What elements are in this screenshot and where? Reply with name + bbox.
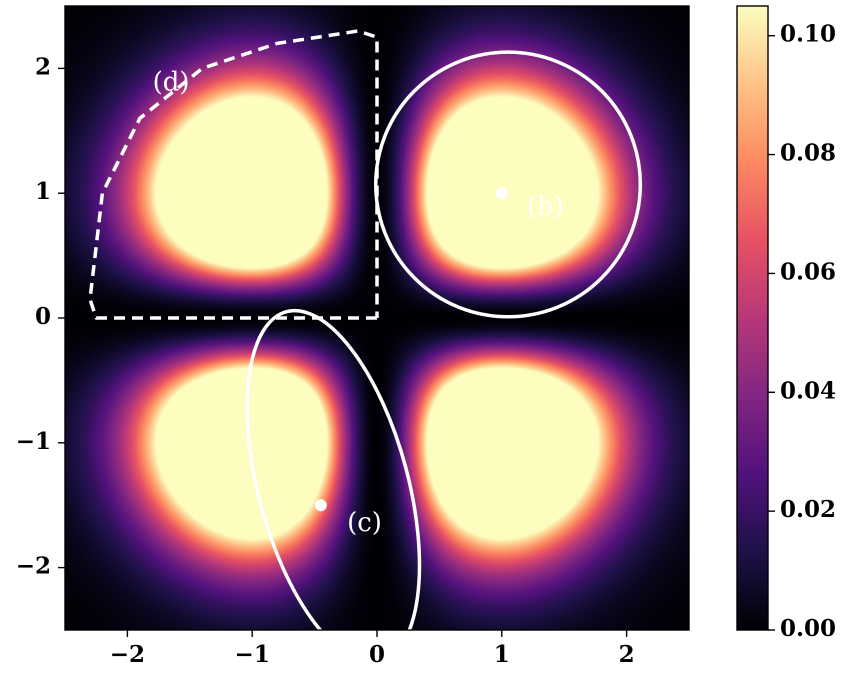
y-tick-label: 1 [35, 178, 51, 205]
y-tick-label: −2 [16, 553, 51, 580]
heatmap-plot: (b) (c) (d) [64, 5, 690, 665]
annotation-label: (c) [347, 508, 382, 538]
region-b-circle [374, 50, 643, 319]
colorbar-tick-label: 0.08 [780, 140, 836, 167]
overlay-regions: (b) (c) (d) [88, 29, 643, 665]
point-marker-1 [495, 187, 508, 200]
annotation-label: (b) [527, 192, 564, 222]
y-tick-label: 0 [35, 303, 51, 330]
colorbar-axis: 0.00 0.02 0.04 0.06 0.08 0.10 [768, 21, 836, 642]
x-tick-label: 0 [369, 641, 385, 668]
y-tick-label: −1 [16, 428, 51, 455]
y-tick-label: 2 [35, 53, 51, 80]
region-c-ellipse [245, 308, 422, 665]
colorbar-tick-label: 0.02 [780, 496, 836, 523]
y-axis: −2 −1 0 1 2 [16, 53, 65, 580]
colorbar: 0.00 0.02 0.04 0.06 0.08 0.10 [736, 5, 836, 642]
x-tick-label: 2 [619, 641, 635, 668]
colorbar-tick-label: 0.10 [780, 21, 836, 48]
region-d-boundary [88, 29, 379, 320]
annotation-label: (d) [153, 67, 190, 97]
colorbar-tick-label: 0.04 [780, 377, 836, 404]
x-axis: −2 −1 0 1 2 [110, 630, 635, 668]
colorbar-frame [736, 5, 769, 631]
point-marker-2 [314, 499, 327, 512]
x-tick-label: 1 [494, 641, 510, 668]
colorbar-bar [737, 6, 768, 630]
colorbar-tick-label: 0.00 [780, 615, 836, 642]
colorbar-tick-label: 0.06 [780, 258, 836, 285]
x-tick-label: −1 [235, 641, 270, 668]
x-tick-label: −2 [110, 641, 145, 668]
